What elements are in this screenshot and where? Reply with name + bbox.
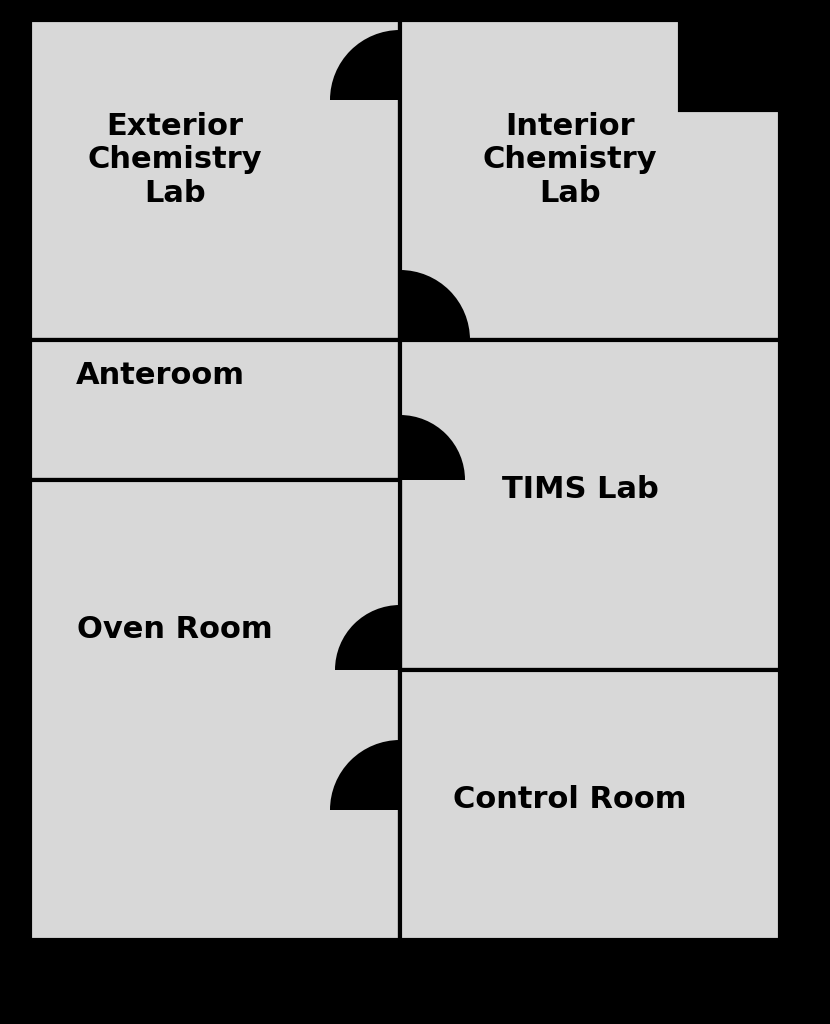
Polygon shape [400,20,780,340]
Text: Interior
Chemistry
Lab: Interior Chemistry Lab [483,112,657,208]
Bar [30,480,400,940]
Wedge shape [715,940,780,1005]
Bar [30,340,400,480]
Wedge shape [400,270,470,340]
Wedge shape [335,605,400,670]
Text: Oven Room: Oven Room [77,615,273,644]
Text: Control Room: Control Room [453,785,686,814]
Wedge shape [330,740,400,810]
Text: Anteroom: Anteroom [76,360,245,389]
Bar [30,20,400,340]
Bar [400,340,780,670]
Text: Exterior
Chemistry
Lab: Exterior Chemistry Lab [88,112,262,208]
Bar [400,670,780,940]
Text: TIMS Lab: TIMS Lab [501,475,658,505]
Wedge shape [400,415,465,480]
Wedge shape [330,30,400,100]
